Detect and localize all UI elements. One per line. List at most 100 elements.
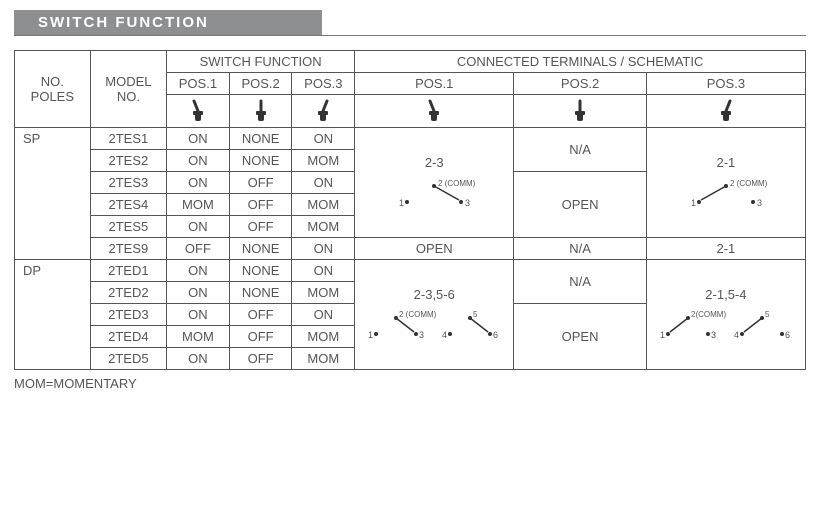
- header-switch-function: SWITCH FUNCTION: [167, 51, 355, 73]
- svg-text:1: 1: [660, 330, 665, 340]
- toggle-center-icon: [514, 95, 646, 128]
- svg-text:5: 5: [473, 310, 478, 319]
- svg-text:5: 5: [765, 310, 770, 319]
- toggle-right-icon: [646, 95, 805, 128]
- svg-text:6: 6: [785, 330, 790, 340]
- svg-text:3: 3: [757, 198, 762, 208]
- svg-text:2 (COMM): 2 (COMM): [399, 310, 437, 319]
- header-schem-pos3: POS.3: [646, 73, 805, 95]
- cell: NONE: [229, 260, 292, 282]
- model-cell: 2TES3: [90, 172, 166, 194]
- switch-function-table: NO. POLES MODEL NO. SWITCH FUNCTION CONN…: [14, 50, 806, 370]
- model-cell: 2TED3: [90, 304, 166, 326]
- header-schem-pos1: POS.1: [355, 73, 514, 95]
- model-cell: 2TED1: [90, 260, 166, 282]
- schematic-sp-pos2-na: N/A: [514, 128, 646, 172]
- svg-text:2 (COMM): 2 (COMM): [438, 179, 476, 188]
- poles-sp: SP: [15, 128, 91, 260]
- cell: ON: [292, 304, 355, 326]
- cell: ON: [167, 150, 230, 172]
- header-no-poles: NO. POLES: [15, 51, 91, 128]
- cell: ON: [292, 260, 355, 282]
- header-schem-pos2: POS.2: [514, 73, 646, 95]
- schematic-sp-pos1: 2-3 1 2 (COMM) 3: [355, 128, 514, 238]
- toggle-right-icon: [292, 95, 355, 128]
- model-cell: 2TES1: [90, 128, 166, 150]
- header-pos3: POS.3: [292, 73, 355, 95]
- schematic-icon: 1 2(COMM) 3 4 5 6: [656, 308, 796, 342]
- schematic-sp9-pos1: OPEN: [355, 238, 514, 260]
- header-model-no: MODEL NO.: [90, 51, 166, 128]
- cell: MOM: [292, 282, 355, 304]
- cell: ON: [167, 172, 230, 194]
- toggle-left-icon: [355, 95, 514, 128]
- footnote: MOM=MOMENTARY: [14, 376, 806, 391]
- cell: ON: [292, 238, 355, 260]
- cell: ON: [167, 216, 230, 238]
- cell: NONE: [229, 150, 292, 172]
- cell: MOM: [292, 194, 355, 216]
- cell: MOM: [167, 194, 230, 216]
- schematic-icon: 1 2 (COMM) 3: [389, 176, 479, 210]
- model-cell: 2TED5: [90, 348, 166, 370]
- svg-text:6: 6: [493, 330, 498, 340]
- model-cell: 2TES4: [90, 194, 166, 216]
- schematic-icon: 1 2 (COMM) 3: [681, 176, 771, 210]
- schematic-dp-pos1: 2-3,5-6 1 2 (COMM) 3 4 5 6: [355, 260, 514, 370]
- svg-text:4: 4: [442, 330, 447, 340]
- schematic-dp-pos3: 2-1,5-4 1 2(COMM) 3 4 5 6: [646, 260, 805, 370]
- cell: MOM: [292, 216, 355, 238]
- toggle-left-icon: [167, 95, 230, 128]
- cell: NONE: [229, 238, 292, 260]
- divider: [14, 35, 806, 36]
- svg-text:3: 3: [465, 198, 470, 208]
- schematic-icon: 1 2 (COMM) 3 4 5 6: [364, 308, 504, 342]
- cell: OFF: [229, 348, 292, 370]
- cell: ON: [167, 348, 230, 370]
- cell: OFF: [229, 216, 292, 238]
- model-cell: 2TES9: [90, 238, 166, 260]
- model-cell: 2TED2: [90, 282, 166, 304]
- cell: OFF: [229, 304, 292, 326]
- header-pos2: POS.2: [229, 73, 292, 95]
- cell: ON: [167, 128, 230, 150]
- toggle-center-icon: [229, 95, 292, 128]
- schematic-sp-pos2-open: OPEN: [514, 172, 646, 238]
- section-title: SWITCH FUNCTION: [14, 10, 322, 35]
- svg-text:3: 3: [711, 330, 716, 340]
- cell: OFF: [167, 238, 230, 260]
- svg-text:2(COMM): 2(COMM): [691, 310, 726, 319]
- cell: MOM: [292, 326, 355, 348]
- table-row: SP 2TES1 ON NONE ON 2-3 1 2 (COMM) 3 N/A…: [15, 128, 806, 150]
- schem-label: 2-1,5-4: [651, 287, 801, 302]
- schem-label: 2-3: [359, 155, 509, 170]
- cell: MOM: [292, 348, 355, 370]
- schematic-sp9-pos2: N/A: [514, 238, 646, 260]
- poles-dp: DP: [15, 260, 91, 370]
- svg-text:2 (COMM): 2 (COMM): [730, 179, 768, 188]
- cell: ON: [167, 260, 230, 282]
- cell: OFF: [229, 194, 292, 216]
- schematic-sp9-pos3: 2-1: [646, 238, 805, 260]
- svg-text:4: 4: [734, 330, 739, 340]
- schem-label: 2-1: [651, 155, 801, 170]
- schematic-dp-pos2-na: N/A: [514, 260, 646, 304]
- schematic-sp-pos3: 2-1 1 2 (COMM) 3: [646, 128, 805, 238]
- svg-text:3: 3: [419, 330, 424, 340]
- table-row: 2TES9 OFF NONE ON OPEN N/A 2-1: [15, 238, 806, 260]
- table-row: DP 2TED1 ON NONE ON 2-3,5-6 1 2 (COMM) 3…: [15, 260, 806, 282]
- model-cell: 2TES2: [90, 150, 166, 172]
- cell: MOM: [292, 150, 355, 172]
- cell: OFF: [229, 326, 292, 348]
- schem-label: 2-3,5-6: [359, 287, 509, 302]
- schematic-dp-pos2-open: OPEN: [514, 304, 646, 370]
- cell: NONE: [229, 128, 292, 150]
- cell: ON: [167, 304, 230, 326]
- cell: OFF: [229, 172, 292, 194]
- svg-text:1: 1: [399, 198, 404, 208]
- model-cell: 2TES5: [90, 216, 166, 238]
- header-pos1: POS.1: [167, 73, 230, 95]
- svg-text:1: 1: [691, 198, 696, 208]
- svg-text:1: 1: [368, 330, 373, 340]
- header-connected-terminals: CONNECTED TERMINALS / SCHEMATIC: [355, 51, 806, 73]
